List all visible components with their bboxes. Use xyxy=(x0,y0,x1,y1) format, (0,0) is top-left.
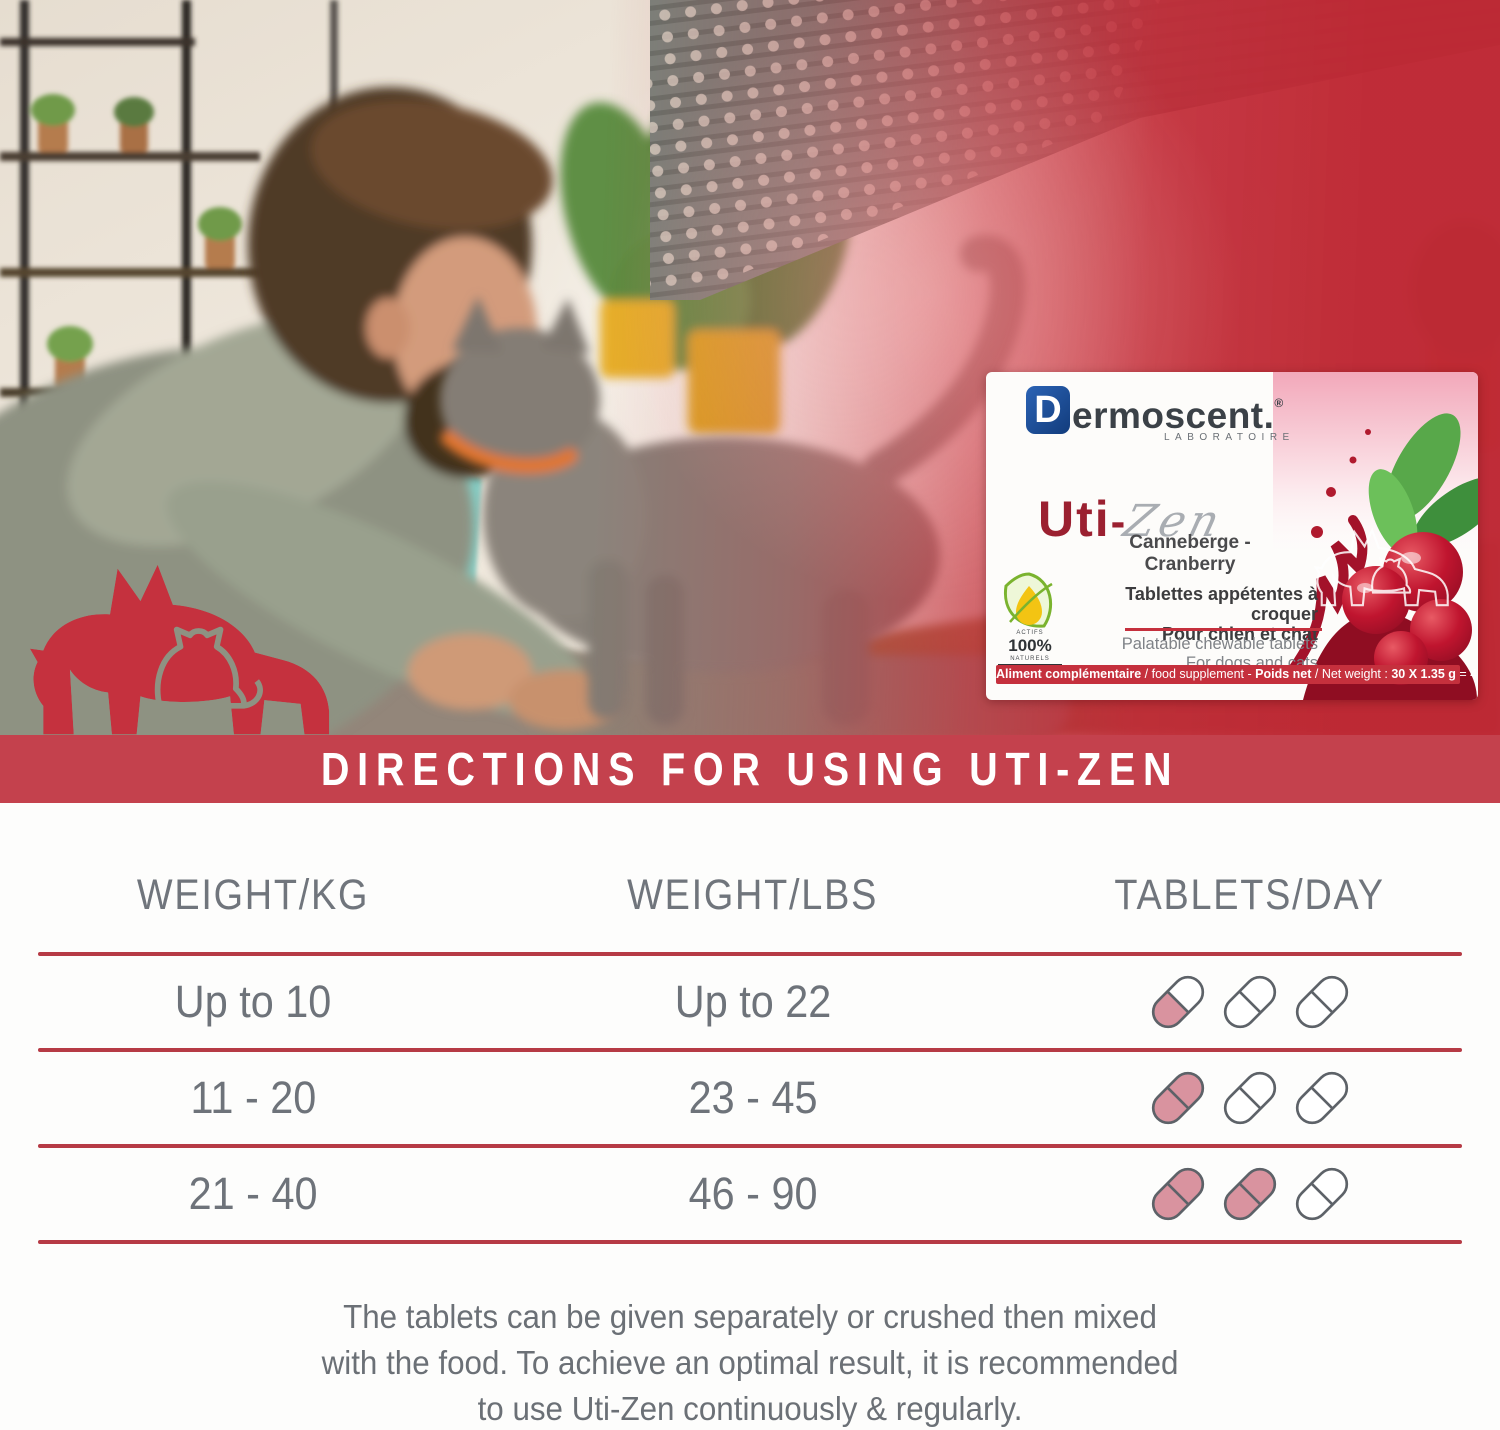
table-header-row: WEIGHT/KG WEIGHT/LBS TABLETS/DAY xyxy=(0,803,1500,952)
cell-kg: Up to 10 xyxy=(174,976,332,1027)
strip-poids-bold: Poids net xyxy=(1255,667,1312,681)
product-subtitle: Canneberge - Cranberry xyxy=(1129,532,1251,575)
strip-qty-bold: 30 X 1.35 g xyxy=(1391,667,1456,681)
directions-banner: DIRECTIONS FOR USING UTI-ZEN xyxy=(0,735,1500,803)
claims-divider xyxy=(1125,628,1322,631)
strip-fr-bold: Aliment complémentaire xyxy=(996,667,1142,681)
brand-logo: D ermoscent.® xyxy=(1026,386,1284,434)
cell-lbs: 23 - 45 xyxy=(688,1072,818,1123)
brand-name: ermoscent.® xyxy=(1072,395,1284,436)
capsule-icon capsule-empty xyxy=(1223,975,1277,1029)
badge-side-label: ACTIFS xyxy=(1016,630,1044,636)
capsule-icon capsule-empty xyxy=(1295,975,1349,1029)
table-divider xyxy=(38,1048,1462,1052)
capsule-icon capsule-full xyxy=(1223,1167,1277,1221)
brand-initial: D xyxy=(1034,388,1062,431)
header-weight-kg: WEIGHT/KG xyxy=(136,871,370,919)
table-divider xyxy=(38,952,1462,956)
capsule-icon capsule-full xyxy=(1151,1167,1205,1221)
usage-footnote: The tablets can be given separately or c… xyxy=(0,1294,1500,1430)
capsule-icon capsule-empty xyxy=(1295,1167,1349,1221)
directions-banner-title: DIRECTIONS FOR USING UTI-ZEN xyxy=(320,743,1180,795)
capsule-icon capsule-full xyxy=(1151,1071,1205,1125)
capsule-icon capsule-empty xyxy=(1223,1071,1277,1125)
claim-fr-line1: Tablettes appétentes à croquer xyxy=(1125,584,1318,624)
product-box: D ermoscent.® LABORATOIRE Uti-Zen Canneb… xyxy=(986,372,1478,700)
product-title: Uti-Zen xyxy=(1038,490,1229,548)
leaf-drop-icon xyxy=(1003,572,1053,628)
table-divider xyxy=(38,1144,1462,1148)
table-row-2: 11 - 20 23 - 45 xyxy=(0,1052,1500,1144)
table-row-1: Up to 10 Up to 22 xyxy=(0,956,1500,1048)
registered-mark: ® xyxy=(1274,396,1284,410)
badge-bottom-label: NATURELS xyxy=(1010,656,1050,662)
title-uti: Uti xyxy=(1038,491,1111,547)
table-row-3: 21 - 40 46 - 90 xyxy=(0,1148,1500,1240)
cell-pills xyxy=(1000,1065,1500,1131)
claim-en-line1: Palatable chewable tablets xyxy=(1121,635,1318,653)
strip-eq: = 40.5 g xyxy=(1459,667,1478,681)
strip-sep2: / Net weight : xyxy=(1311,667,1392,681)
dog-cat-silhouette-icon xyxy=(29,564,330,735)
table-divider xyxy=(38,1240,1462,1244)
header-tablets-day: TABLETS/DAY xyxy=(1114,871,1386,919)
net-weight-strip: Aliment complémentaire / food supplement… xyxy=(996,665,1478,684)
brand-d-tile: D xyxy=(1026,386,1070,434)
actives-badge: ACTIFS 100% NATURELS xyxy=(998,630,1062,666)
badge-percent: 100% xyxy=(1008,636,1052,655)
hero-photo: D ermoscent.® LABORATOIRE Uti-Zen Canneb… xyxy=(0,0,1500,735)
footnote-line: The tablets can be given separately or c… xyxy=(343,1298,1157,1335)
footnote-line: to use Uti-Zen continuously & regularly. xyxy=(477,1390,1023,1427)
cell-pills xyxy=(1000,1161,1500,1227)
pets-outline-icon xyxy=(1313,527,1449,607)
footnote-line: with the food. To achieve an optimal res… xyxy=(321,1344,1179,1381)
dosing-table: WEIGHT/KG WEIGHT/LBS TABLETS/DAY Up to 1… xyxy=(0,803,1500,1244)
brand-descriptor: LABORATOIRE xyxy=(1164,432,1295,443)
capsule-icon capsule-empty xyxy=(1295,1071,1349,1125)
cell-pills xyxy=(1000,969,1500,1035)
header-weight-lbs: WEIGHT/LBS xyxy=(627,871,879,919)
strip-sep1: / food supplement - xyxy=(1141,667,1256,681)
cell-kg: 21 - 40 xyxy=(188,1168,318,1219)
capsule-icon capsule-half xyxy=(1151,975,1205,1029)
cell-kg: 11 - 20 xyxy=(190,1072,316,1123)
cell-lbs: 46 - 90 xyxy=(688,1168,818,1219)
cell-lbs: Up to 22 xyxy=(674,976,832,1027)
title-dash: - xyxy=(1110,497,1126,546)
dose-table-body: Up to 10 Up to 22 11 - 20 23 - 45 xyxy=(0,956,1500,1244)
